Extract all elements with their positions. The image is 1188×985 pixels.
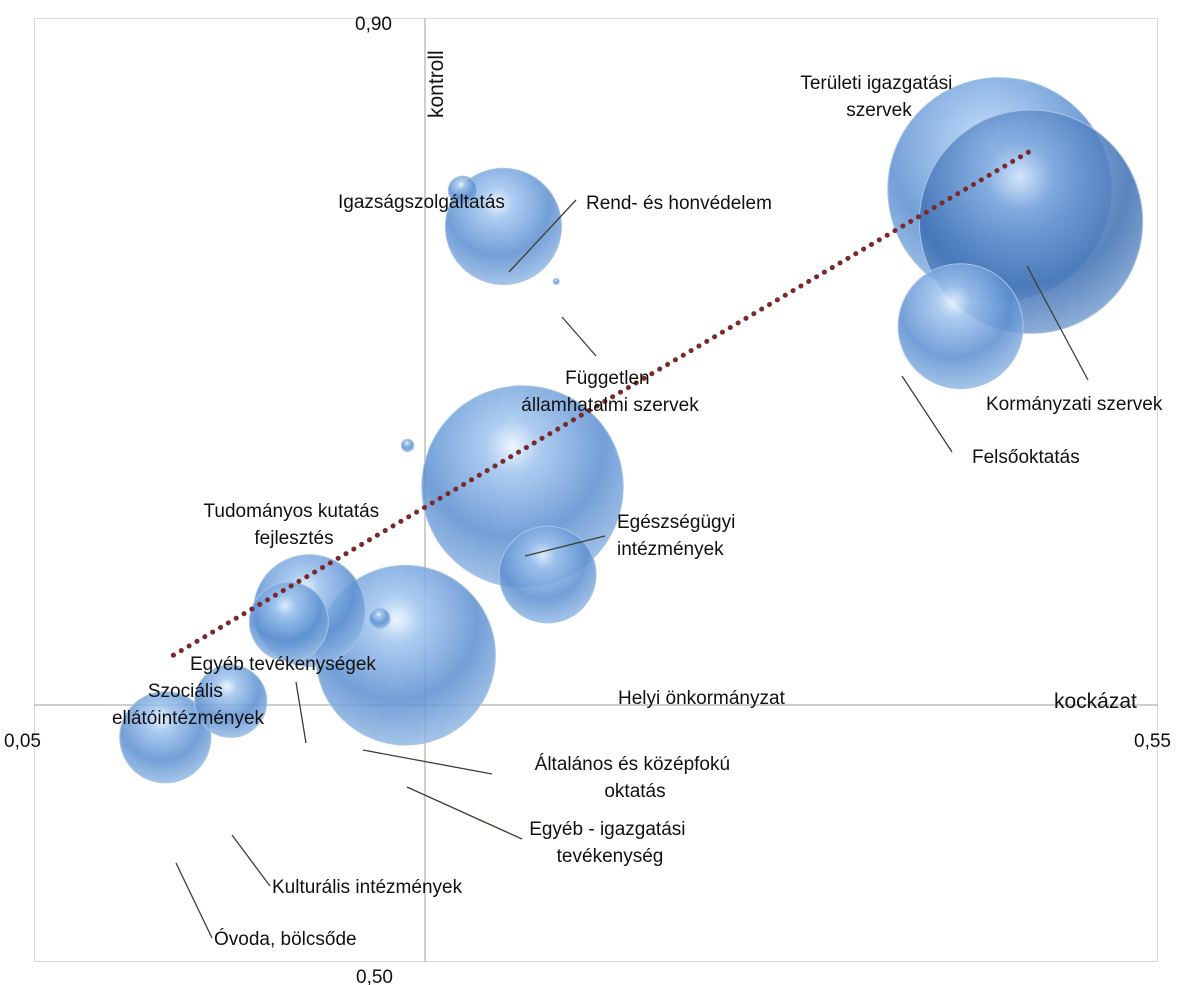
- leader-line-rend: [508, 199, 577, 273]
- bubble-igazságszolgáltatás: [447, 175, 478, 206]
- label-teruleti: Területi igazgatási szervek: [800, 73, 957, 121]
- bubble-felsőoktatás: [897, 263, 1024, 390]
- label-ovoda: Óvoda, bölcsőde: [214, 928, 357, 950]
- label-egyeb-tev: Egyéb tevékenységek: [190, 654, 376, 675]
- x-tick-label-max: 0,55: [1134, 731, 1171, 752]
- trendline-group: [170, 148, 1034, 658]
- label-felsooktatas: Felsőoktatás: [972, 447, 1080, 468]
- label-rend: Rend- és honvédelem: [586, 193, 772, 214]
- data-labels-group: Területi igazgatási szervek Kormányzati …: [112, 73, 1163, 950]
- leader-line-egyeb-igazg: [406, 786, 523, 840]
- y-axis-title: kontroll: [425, 50, 448, 118]
- bubble-szociális-ellátóintézmények: [248, 581, 329, 662]
- leader-line-fuggetlen: [561, 316, 597, 357]
- label-fuggetlen: Független államhatalmi szervek: [521, 368, 699, 416]
- label-szocialis: Szociális ellátóintézmények: [112, 681, 265, 729]
- label-igazsag: Igazságszolgáltatás: [338, 192, 505, 213]
- bubble-helyi-önkormányzat: [498, 525, 597, 624]
- bubble-tudományos-kutatás-fejlesztés: [400, 438, 415, 453]
- bubble-kulturális-intézmények: [194, 664, 268, 738]
- bubble-óvoda-bölcsőde: [119, 691, 212, 784]
- leader-line-kormanyzati: [1026, 265, 1089, 381]
- bubble-független-államhatalmi-szervek: [552, 277, 560, 285]
- x-axis-title: kockázat: [1054, 690, 1137, 713]
- label-helyi: Helyi önkormányzat: [618, 688, 786, 709]
- leader-line-kulturalis: [231, 834, 271, 887]
- trendline: [170, 148, 1034, 658]
- y-tick-label-max: 0,90: [355, 14, 392, 35]
- label-kormanyzati: Kormányzati szervek: [986, 394, 1163, 415]
- leader-line-ovoda: [175, 862, 213, 939]
- leader-line-altalanos: [362, 749, 493, 775]
- leader-line-egyeb-tev: [295, 681, 307, 744]
- label-altalanos: Általános és középfokú oktatás: [535, 754, 736, 802]
- x-tick-label-min: 0,05: [4, 731, 41, 752]
- y-tick-label-min: 0,50: [356, 967, 393, 985]
- chart-frame: [34, 18, 1158, 962]
- label-egeszseg: Egészségügyi intézmények: [617, 512, 741, 560]
- leader-line-felsooktatas: [901, 375, 953, 453]
- leader-lines-group: [175, 199, 1089, 939]
- label-egyeb-igazg: Egyéb - igazgatási tevékenység: [529, 819, 691, 867]
- label-tudomanyos: Tudományos kutatás fejlesztés: [204, 501, 385, 549]
- label-kulturalis: Kulturális intézmények: [272, 877, 463, 898]
- bubbles-group: [119, 77, 1144, 784]
- leader-line-egeszseg: [524, 535, 606, 557]
- bubble-általános-és-középfokú-oktatás: [369, 607, 391, 630]
